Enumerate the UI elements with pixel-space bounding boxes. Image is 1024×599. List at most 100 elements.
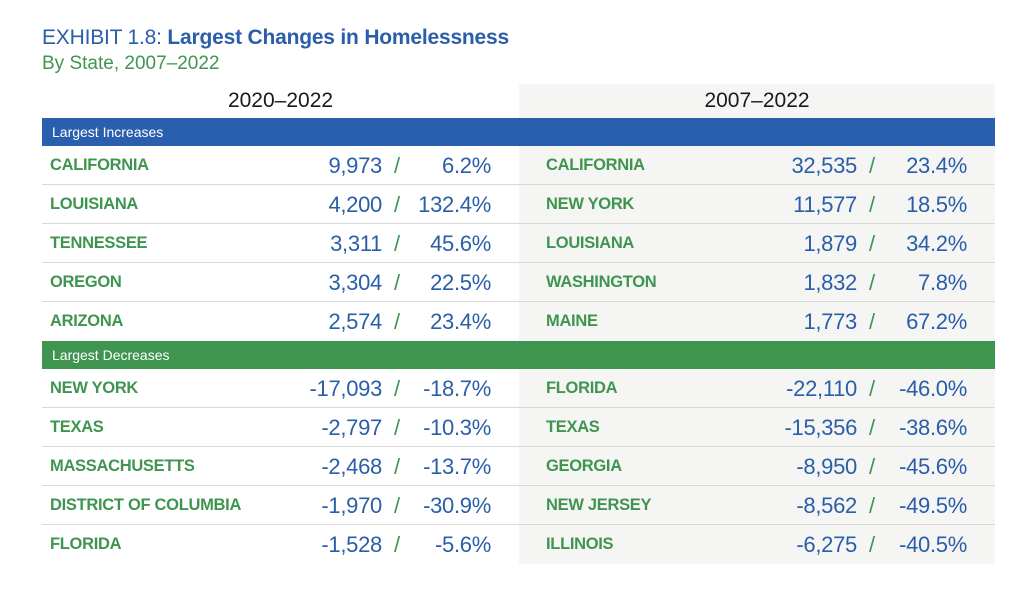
state-name: TEXAS [50,418,104,436]
change-count: -6,275 [796,532,857,557]
state-name: FLORIDA [50,535,122,553]
table-row: LOUISIANA 1,879 / 34.2% [519,224,995,263]
state-name: ARIZONA [50,312,124,330]
largest-decreases-band: Largest Decreases [42,341,995,369]
change-count: 3,311 [330,231,382,256]
change-count: 2,574 [328,309,382,334]
change-percent: 67.2% [906,309,967,334]
state-name: LOUISIANA [50,195,139,213]
change-count: -22,110 [786,376,857,401]
state-name: DISTRICT OF COLUMBIA [50,496,242,514]
change-percent: -49.5% [899,493,967,518]
state-name: CALIFORNIA [50,156,149,174]
state-name: TEXAS [546,418,600,436]
table-row: DISTRICT OF COLUMBIA -1,970 / -30.9% [42,486,519,525]
table-row: ARIZONA 2,574 / 23.4% [42,302,519,341]
state-name: NEW YORK [546,195,635,213]
table-row: MAINE 1,773 / 67.2% [519,302,995,341]
table-row: NEW YORK -17,093 / -18.7% [42,369,519,408]
change-percent: -45.6% [899,454,967,479]
state-name: LOUISIANA [546,234,635,252]
separator-slash: / [394,309,400,334]
table-row: TEXAS -2,797 / -10.3% [42,408,519,447]
change-percent: 6.2% [442,153,491,178]
state-name: MAINE [546,312,598,330]
table-row: WASHINGTON 1,832 / 7.8% [519,263,995,302]
table-row: ILLINOIS -6,275 / -40.5% [519,525,995,564]
table-row: NEW YORK 11,577 / 18.5% [519,185,995,224]
column-header-2020-2022: 2020–2022 [227,89,334,112]
exhibit-heading: Largest Changes in Homelessness [167,26,509,49]
change-count: 11,577 [793,192,857,217]
state-name: FLORIDA [546,379,618,397]
separator-slash: / [394,231,400,256]
change-count: 4,200 [328,192,382,217]
state-name: NEW YORK [50,379,139,397]
separator-slash: / [394,192,400,217]
separator-slash: / [394,270,400,295]
table-row: FLORIDA -22,110 / -46.0% [519,369,995,408]
separator-slash: / [394,532,400,557]
table-row: TENNESSEE 3,311 / 45.6% [42,224,519,263]
separator-slash: / [869,270,875,295]
separator-slash: / [869,454,875,479]
separator-slash: / [869,376,875,401]
change-percent: 132.4% [418,192,491,217]
largest-increases-band: Largest Increases [42,118,995,146]
separator-slash: / [394,153,400,178]
change-count: -8,562 [796,493,857,518]
change-count: 32,535 [791,153,858,178]
state-name: ILLINOIS [546,535,614,553]
state-name: WASHINGTON [546,273,657,291]
change-percent: -30.9% [423,493,491,518]
table-row: CALIFORNIA 32,535 / 23.4% [519,146,995,185]
state-name: MASSACHUSETTS [50,457,195,475]
change-percent: -13.7% [423,454,491,479]
change-count: 1,832 [803,270,857,295]
change-count: -15,356 [784,415,857,440]
table-row: NEW JERSEY -8,562 / -49.5% [519,486,995,525]
change-percent: 7.8% [918,270,967,295]
change-percent: 18.5% [906,192,967,217]
change-count: -8,950 [796,454,857,479]
state-name: CALIFORNIA [546,156,645,174]
change-percent: 23.4% [906,153,967,178]
table-row: MASSACHUSETTS -2,468 / -13.7% [42,447,519,486]
separator-slash: / [869,192,875,217]
table-row: CALIFORNIA 9,973 / 6.2% [42,146,519,185]
change-percent: -18.7% [423,376,491,401]
separator-slash: / [394,454,400,479]
change-percent: 23.4% [430,309,491,334]
separator-slash: / [869,309,875,334]
change-percent: -10.3% [423,415,491,440]
change-count: -2,797 [321,415,382,440]
change-percent: 45.6% [430,231,491,256]
change-count: -1,528 [321,532,382,557]
exhibit-label: EXHIBIT 1.8: [42,26,168,49]
change-count: -1,970 [321,493,382,518]
column-header-2007-2022: 2007–2022 [704,89,810,112]
change-percent: -38.6% [899,415,967,440]
separator-slash: / [394,376,400,401]
separator-slash: / [394,493,400,518]
state-name: OREGON [50,273,122,291]
exhibit-title: EXHIBIT 1.8: Largest Changes in Homeless… [42,26,509,50]
change-percent: -46.0% [899,376,967,401]
change-count: 3,304 [328,270,382,295]
state-name: TENNESSEE [50,234,148,252]
separator-slash: / [869,153,875,178]
table-row: TEXAS -15,356 / -38.6% [519,408,995,447]
table-row: FLORIDA -1,528 / -5.6% [42,525,519,564]
separator-slash: / [394,415,400,440]
change-count: 1,879 [803,231,857,256]
change-count: -2,468 [321,454,382,479]
change-percent: 22.5% [430,270,491,295]
state-name: GEORGIA [546,457,622,475]
separator-slash: / [869,493,875,518]
state-name: NEW JERSEY [546,496,652,514]
separator-slash: / [869,231,875,256]
table-row: OREGON 3,304 / 22.5% [42,263,519,302]
change-percent: -40.5% [899,532,967,557]
change-percent: -5.6% [435,532,491,557]
change-count: 1,773 [803,309,857,334]
